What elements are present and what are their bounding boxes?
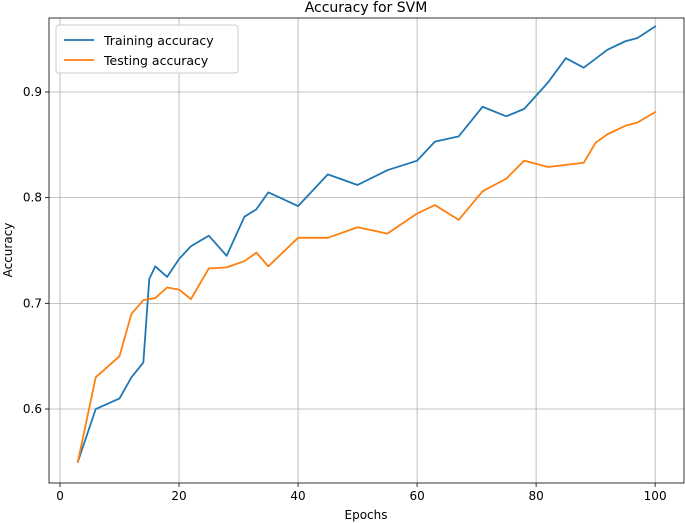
plot-frame [48,17,685,484]
legend-label-training: Training accuracy [103,33,214,48]
x-tick-label: 0 [56,489,64,503]
series-line-testing [76,110,657,463]
plot-lines [76,25,657,464]
y-tick-label: 0.6 [23,402,42,416]
axis-ticks: 0 20 40 60 80 100 0.6 0.7 0.8 0.9 [23,85,667,503]
series-line-training [76,25,657,464]
grid [49,18,684,483]
y-tick-label: 0.9 [23,85,42,99]
chart-title: Accuracy for SVM [305,0,428,16]
x-tick-label: 60 [409,489,424,503]
x-axis-label: Epochs [345,508,388,522]
x-tick-label: 80 [528,489,543,503]
legend-box [55,24,239,74]
y-tick-label: 0.8 [23,191,42,205]
legend-label-testing: Testing accuracy [103,53,209,68]
x-tick-label: 40 [290,489,305,503]
legend: Training accuracy Testing accuracy [55,24,239,74]
x-tick-label: 20 [171,489,186,503]
x-tick-label: 100 [644,489,667,503]
y-axis-label: Accuracy [1,223,15,278]
y-tick-label: 0.7 [23,296,42,310]
